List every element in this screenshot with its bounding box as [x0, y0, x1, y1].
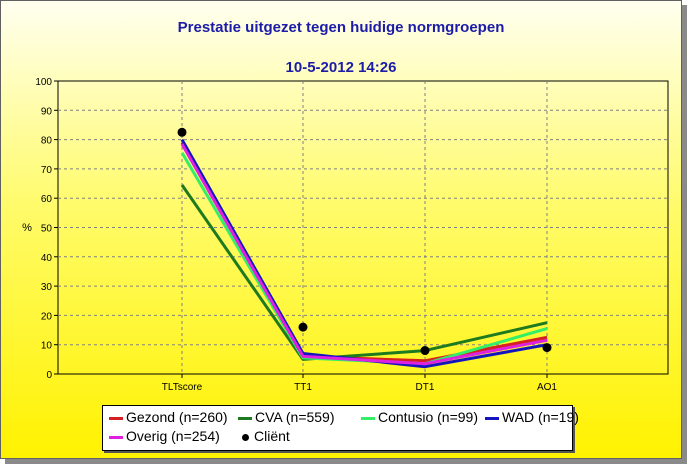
y-tick-label: 100 — [35, 77, 52, 88]
legend-item-client: Cliënt — [238, 428, 290, 444]
legend-swatch — [485, 416, 499, 420]
y-tick-label: 40 — [41, 253, 53, 264]
legend-label: CVA (n=559) — [255, 409, 335, 425]
legend-label: Overig (n=254) — [126, 428, 220, 444]
line-chart: 0 10 20 30 40 50 60 70 80 90 100 TLTscore TT1 DT1 AO1% — [22, 77, 669, 393]
series-line — [180, 138, 548, 369]
legend-item-contusio: Contusio (n=99) — [361, 409, 478, 425]
client-point — [420, 346, 430, 356]
x-tick-label: AO1 — [537, 382, 557, 393]
legend-label: WAD (n=19) — [502, 409, 579, 425]
series-line — [180, 143, 548, 366]
y-tick-label: 70 — [41, 165, 53, 176]
legend-label: Contusio (n=99) — [378, 409, 479, 425]
legend-item-wad: WAD (n=19) — [485, 409, 579, 425]
x-tick-label: DT1 — [416, 382, 435, 393]
x-tick-label: TLTscore — [162, 382, 203, 393]
series-line — [180, 184, 548, 361]
legend-swatch — [109, 435, 123, 439]
y-tick-label: 80 — [41, 136, 53, 147]
client-point — [298, 322, 308, 332]
legend-item-cva: CVA (n=559) — [238, 409, 335, 425]
y-tick-label: 30 — [41, 282, 53, 293]
series-line — [180, 141, 548, 363]
chart-frame: Prestatie uitgezet tegen huidige normgro… — [0, 0, 682, 459]
y-tick-label: 90 — [41, 106, 53, 117]
y-tick-label: 60 — [41, 194, 53, 205]
legend-item-overig: Overig (n=254) — [109, 428, 220, 444]
legend-swatch — [238, 416, 252, 420]
legend-marker — [242, 433, 249, 441]
x-tick-label: TT1 — [294, 382, 312, 393]
legend-swatch — [361, 416, 375, 420]
y-tick-label: 50 — [41, 224, 53, 235]
y-tick-label: 20 — [41, 311, 53, 322]
legend-label: Gezond (n=260) — [126, 409, 228, 425]
series-line — [180, 152, 548, 366]
y-tick-label: 0 — [46, 370, 52, 381]
y-tick-label: 10 — [41, 341, 53, 352]
legend-label: Cliënt — [254, 428, 290, 444]
legend-item-gezond: Gezond (n=260) — [109, 409, 228, 425]
client-point — [177, 127, 187, 137]
legend-swatch — [109, 416, 123, 420]
legend: Gezond (n=260) CVA (n=559) Contusio (n=9… — [102, 405, 579, 451]
y-axis-label: % — [22, 222, 32, 234]
client-point — [542, 343, 552, 353]
chart-title: Prestatie uitgezet tegen huidige normgro… — [177, 19, 505, 36]
chart-subtitle: 10-5-2012 14:26 — [285, 59, 397, 76]
